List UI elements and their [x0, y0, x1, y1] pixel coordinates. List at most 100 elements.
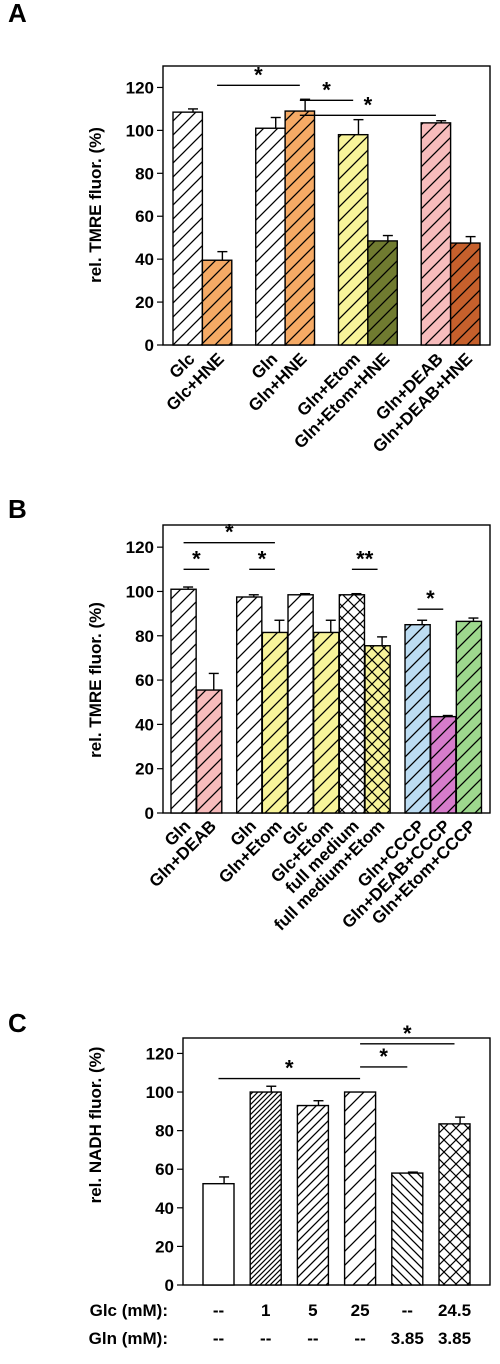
- panel-b-bar-hatch: [288, 594, 314, 813]
- panel-a-bar: [201, 259, 233, 346]
- panel-c-plot-frame: [182, 1037, 491, 1286]
- condition-cell: 25: [351, 1301, 370, 1320]
- panel-letter-a: A: [8, 0, 27, 28]
- panel-a-significance-mark: *: [364, 92, 373, 117]
- panel-a-bar-hatch: [255, 128, 286, 345]
- condition-row-label: Gln (mM):: [89, 1329, 168, 1348]
- panel-a-plot-frame: [162, 65, 491, 346]
- panel-b-ytick-label: 80: [135, 627, 154, 646]
- panel-a-bar-hatch: [421, 122, 451, 345]
- panel-a-significance-mark: *: [254, 62, 263, 87]
- panel-b-bar-hatch: [430, 716, 456, 813]
- panel-b-bar-hatch: [196, 690, 222, 813]
- panel-a-ytick-label: 100: [126, 121, 154, 140]
- panel-a-bar-hatch: [450, 243, 480, 345]
- panel-b-ytick-label: 20: [135, 760, 154, 779]
- panel-b-bar-hatch: [364, 645, 391, 813]
- panel-a-bar: [367, 240, 398, 346]
- panel-b-ytick-label: 120: [126, 538, 154, 557]
- panel-b-ytick-label: 0: [145, 804, 154, 823]
- panel-a-ytick-label: 120: [126, 78, 154, 97]
- condition-cell: 3.85: [438, 1329, 471, 1348]
- panel-c-ytick-label: 0: [165, 1276, 174, 1295]
- panel-b-bar-hatch: [405, 624, 431, 813]
- panel-letter-c: C: [8, 1008, 27, 1038]
- panel-c-bar-hatch: [344, 1092, 376, 1285]
- panel-c-bar: [391, 1172, 424, 1286]
- panel-c-ytick-label: 20: [155, 1237, 174, 1256]
- panel-b-ylabel: rel. TMRE fluor. (%): [86, 602, 105, 758]
- condition-row-label: Glc (mM):: [90, 1301, 168, 1320]
- condition-cell: --: [402, 1301, 413, 1320]
- panel-a-ytick-label: 40: [135, 250, 154, 269]
- panel-c-significance-mark: *: [379, 1044, 388, 1069]
- panel-c-bar: [438, 1123, 471, 1286]
- panel-c-bar-hatch: [391, 1173, 423, 1285]
- panel-a-bar: [172, 111, 204, 346]
- condition-cell: --: [213, 1329, 224, 1348]
- condition-cell: 3.85: [391, 1329, 424, 1348]
- panel-c-bar-fill: [203, 1183, 234, 1285]
- panel-b-ytick-label: 100: [126, 582, 154, 601]
- panel-c-ytick-label: 40: [155, 1199, 174, 1218]
- panel-b-bar: [195, 689, 223, 814]
- panel-b-bar-hatch: [262, 632, 288, 813]
- panel-c-ylabel: rel. NADH fluor. (%): [86, 1047, 105, 1204]
- panel-b-significance-mark: *: [426, 586, 435, 611]
- panel-c-significance-mark: *: [403, 1021, 412, 1046]
- panel-c-bar-hatch: [297, 1105, 329, 1285]
- panel-a-bar-hatch: [367, 240, 398, 345]
- panel-b-bar-hatch: [313, 632, 339, 813]
- panel-a-ylabel: rel. TMRE fluor. (%): [86, 127, 105, 283]
- panel-c-ytick-label: 120: [146, 1044, 174, 1063]
- panel-a-bar: [337, 133, 369, 346]
- panel-a-bar-hatch: [202, 260, 232, 345]
- condition-cell: --: [307, 1329, 318, 1348]
- condition-cell: 24.5: [438, 1301, 471, 1320]
- panel-c-chart: 0 20 40 60 80 100 120 * * *: [146, 1021, 491, 1295]
- panel-c-ytick-label: 100: [146, 1083, 174, 1102]
- condition-cell: --: [354, 1329, 365, 1348]
- panel-a-bar: [284, 110, 316, 346]
- panel-a-significance-mark: *: [322, 77, 331, 102]
- panel-b-bar: [364, 645, 391, 814]
- panel-b-bar-hatch: [456, 621, 482, 813]
- panel-b-significance-mark: *: [192, 546, 201, 571]
- panel-b-bar: [455, 620, 483, 814]
- condition-cell: --: [213, 1301, 224, 1320]
- panel-c-significance-mark: *: [285, 1056, 294, 1081]
- panel-c-bar-hatch: [250, 1092, 282, 1285]
- panel-letter-b: B: [8, 494, 27, 524]
- panel-b-bar-hatch: [236, 597, 262, 813]
- panel-c-bar-hatch: [439, 1123, 470, 1285]
- panel-a-ytick-label: 0: [145, 336, 154, 355]
- panel-c-conditions-table: Glc (mM): -- 1 5 25 -- 24.5 Gln (mM): -- -- -- -- 3.…: [89, 1301, 471, 1348]
- panel-a-ytick-label: 20: [135, 293, 154, 312]
- panel-a-bar-hatch: [173, 112, 203, 346]
- condition-cell: 5: [308, 1301, 317, 1320]
- panel-c-bar: [343, 1091, 377, 1286]
- panel-b-ytick-label: 40: [135, 715, 154, 734]
- panel-b-bar-hatch: [171, 589, 197, 813]
- panel-a-bar-hatch: [338, 134, 368, 345]
- condition-cell: --: [260, 1329, 271, 1348]
- panel-b-significance-mark: **: [356, 546, 374, 571]
- panel-a-bar: [420, 122, 452, 346]
- panel-b-bar-hatch: [339, 594, 365, 813]
- panel-a-bar-hatch: [285, 111, 315, 345]
- condition-cell: 1: [261, 1301, 270, 1320]
- panel-b-significance-mark: *: [225, 520, 234, 545]
- panel-a-category-label: Glc+HNE: [163, 349, 228, 414]
- panel-a-ytick-label: 60: [135, 207, 154, 226]
- panel-c-bar: [249, 1091, 282, 1286]
- panel-b-ytick-label: 60: [135, 671, 154, 690]
- panel-c-bar: [202, 1182, 235, 1286]
- panel-c-ytick-label: 60: [155, 1160, 174, 1179]
- panel-c-bar: [296, 1104, 330, 1286]
- panel-b-significance-mark: *: [258, 546, 267, 571]
- panel-c-ytick-label: 80: [155, 1122, 174, 1141]
- panel-a-bar: [449, 242, 481, 346]
